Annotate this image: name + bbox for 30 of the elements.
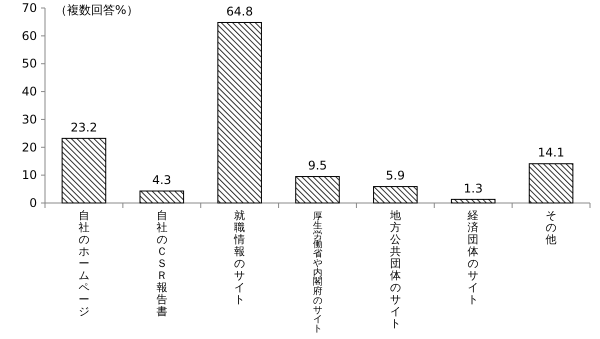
y-tick-label: 60	[22, 28, 37, 43]
category-label: 地方公共団体のサイト	[390, 209, 401, 330]
x-tick-label: その他	[546, 209, 557, 246]
y-tick-label: 50	[22, 56, 37, 71]
x-tick-label: 就職情報のサイト	[233, 209, 246, 306]
data-label: 5.9	[386, 168, 405, 183]
annotation: （複数回答%）	[55, 3, 138, 17]
bar	[295, 176, 340, 204]
category-label: 自社のホームページ	[78, 209, 90, 318]
category-label: 自社のＣＳＲ報告書	[156, 209, 168, 318]
bar	[62, 138, 106, 204]
bar	[139, 190, 184, 204]
data-label: 14.1	[538, 146, 564, 160]
data-label: 4.3	[152, 173, 172, 188]
data-label: 9.5	[308, 158, 328, 173]
y-tick-label: 20	[22, 140, 37, 154]
bar	[217, 22, 262, 204]
category-label: 厚生労働省や内閣府のサイト	[313, 211, 322, 335]
x-tick-label: 経済団体のサイト	[466, 209, 479, 306]
y-tick-label: 70	[22, 1, 37, 15]
y-tick-label: 40	[22, 84, 37, 99]
data-label: 64.8	[226, 4, 253, 18]
bar	[450, 198, 496, 204]
bar	[528, 163, 574, 204]
y-tick-label: 30	[22, 112, 37, 126]
data-label: 1.3	[464, 181, 483, 196]
y-tick-label: 10	[22, 168, 37, 182]
y-tick-label: 0	[29, 196, 37, 210]
bar	[373, 186, 418, 204]
data-label: 23.2	[70, 120, 98, 134]
